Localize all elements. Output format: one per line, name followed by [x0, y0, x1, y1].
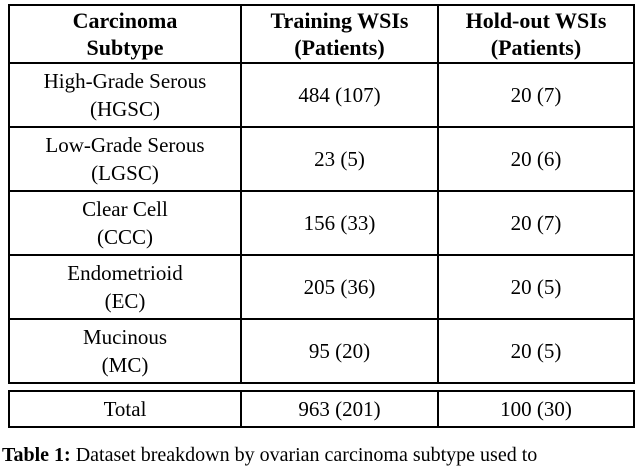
subtype-name: Mucinous [83, 325, 167, 349]
subtype-cell: Mucinous (MC) [8, 318, 242, 384]
subtype-abbr: (LGSC) [91, 161, 159, 185]
holdout-cell: 20 (6) [437, 126, 635, 192]
header-cell-training: Training WSIs (Patients) [240, 4, 439, 64]
subtype-name: High-Grade Serous [43, 69, 207, 93]
header-cell-holdout: Hold-out WSIs (Patients) [437, 4, 635, 64]
holdout-cell: 20 (5) [437, 318, 635, 384]
caption-label: Table 1: [2, 444, 71, 466]
training-cell: 484 (107) [240, 62, 439, 128]
table-caption: Table 1: Dataset breakdown by ovarian ca… [2, 443, 638, 467]
table-row-ccc: Clear Cell (CCC) 156 (33) 20 (7) [8, 190, 635, 256]
dataset-table: Carcinoma Subtype Training WSIs (Patient… [8, 4, 635, 384]
table-row-lgsc: Low-Grade Serous (LGSC) 23 (5) 20 (6) [8, 126, 635, 192]
header-holdout-line1: Hold-out WSIs [465, 8, 607, 33]
subtype-cell: Endometrioid (EC) [8, 254, 242, 320]
training-cell: 156 (33) [240, 190, 439, 256]
subtype-cell: Clear Cell (CCC) [8, 190, 242, 256]
holdout-cell: 20 (5) [437, 254, 635, 320]
subtype-abbr: (EC) [104, 289, 146, 313]
subtype-name: Low-Grade Serous [45, 133, 205, 157]
subtype-cell: High-Grade Serous (HGSC) [8, 62, 242, 128]
caption-text: Dataset breakdown by ovarian carcinoma s… [75, 444, 538, 466]
subtype-cell: Low-Grade Serous (LGSC) [8, 126, 242, 192]
total-holdout-cell: 100 (30) [437, 390, 635, 428]
header-training-line2: (Patients) [294, 35, 385, 60]
header-subtype-line2: Subtype [86, 35, 164, 60]
table-row-hgsc: High-Grade Serous (HGSC) 484 (107) 20 (7… [8, 62, 635, 128]
training-cell: 205 (36) [240, 254, 439, 320]
header-cell-subtype: Carcinoma Subtype [8, 4, 242, 64]
total-label-cell: Total [8, 390, 242, 428]
header-row: Carcinoma Subtype Training WSIs (Patient… [8, 4, 635, 64]
header-training-line1: Training WSIs [270, 8, 409, 33]
holdout-cell: 20 (7) [437, 190, 635, 256]
subtype-abbr: (CCC) [96, 225, 153, 249]
header-holdout-line2: (Patients) [490, 35, 582, 60]
subtype-abbr: (HGSC) [89, 97, 160, 121]
total-training-cell: 963 (201) [240, 390, 439, 428]
training-cell: 23 (5) [240, 126, 439, 192]
total-table: Total 963 (201) 100 (30) [8, 390, 635, 428]
table-row-ec: Endometrioid (EC) 205 (36) 20 (5) [8, 254, 635, 320]
holdout-cell: 20 (7) [437, 62, 635, 128]
subtype-name: Clear Cell [82, 197, 168, 221]
training-cell: 95 (20) [240, 318, 439, 384]
table-row-mc: Mucinous (MC) 95 (20) 20 (5) [8, 318, 635, 384]
total-row: Total 963 (201) 100 (30) [8, 390, 635, 428]
subtype-name: Endometrioid [67, 261, 183, 285]
header-subtype-line1: Carcinoma [72, 8, 178, 33]
subtype-abbr: (MC) [101, 353, 149, 377]
